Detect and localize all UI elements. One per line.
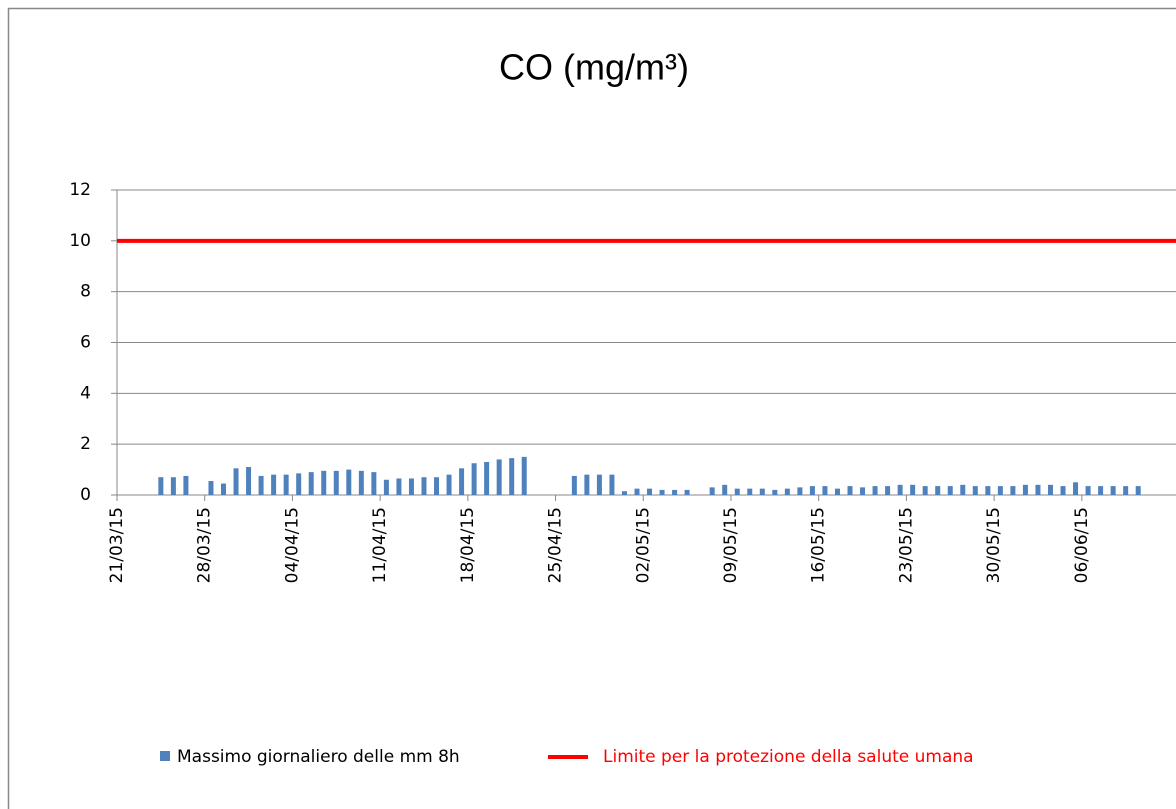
bar [584,474,590,495]
bar [709,487,715,495]
bar [459,468,465,495]
bar [1022,484,1028,495]
bar [1098,486,1104,495]
chart-title: CO (mg/m³) [499,47,689,88]
legend-label: Limite per la protezione della salute um… [603,747,974,767]
x-tick-label: 04/04/15 [282,507,302,583]
bar [183,475,189,495]
bar [296,473,302,495]
bar [233,468,239,495]
bar [910,484,916,495]
x-tick-label: 28/03/15 [195,507,215,583]
bar [484,461,490,495]
bar [997,486,1003,495]
bar [684,489,690,495]
x-tick-label: 06/06/15 [1072,507,1092,583]
y-tick-label: 6 [80,333,91,353]
bar [521,456,527,495]
bar [471,463,477,495]
bar [308,472,314,495]
chart-border [7,7,1176,809]
bar [396,478,402,495]
bar [922,486,928,495]
bar [784,488,790,495]
legend-label: Massimo giornaliero delle mm 8h [177,747,460,767]
x-tick-label: 16/05/15 [809,507,829,583]
bar [1010,486,1016,495]
bar [208,481,214,495]
y-tick-label: 12 [69,180,91,200]
bar [221,483,227,495]
bar [759,488,765,495]
bar [634,488,640,495]
bar [734,488,740,495]
bar [885,486,891,495]
bar [333,470,339,495]
bar [170,477,176,495]
bar [158,477,164,495]
y-tick-label: 4 [80,383,91,403]
bar [509,458,515,495]
x-tick-label: 18/04/15 [458,507,478,583]
bar [834,488,840,495]
bar [408,478,414,495]
bar [809,486,815,495]
bar [847,486,853,495]
bar [258,475,264,495]
bar [935,486,941,495]
bar [860,487,866,495]
bar [647,488,653,495]
x-tick-label: 23/05/15 [896,507,916,583]
bar [985,486,991,495]
y-tick-label: 0 [80,485,91,505]
x-tick-label: 02/05/15 [633,507,653,583]
legend-swatch [160,751,170,761]
bar [822,486,828,495]
bar [621,491,627,495]
bar [747,488,753,495]
bar [872,486,878,495]
bar [446,474,452,495]
bar [797,487,803,495]
bar [421,477,427,495]
bar [246,467,252,495]
bar [947,486,953,495]
bar [283,474,289,495]
bar [1135,486,1141,495]
bar [1123,486,1129,495]
y-tick-label: 2 [80,434,91,454]
bar [321,470,327,495]
x-tick-label: 11/04/15 [370,507,390,583]
bar [772,489,778,495]
bar [659,489,665,495]
bar [1035,484,1041,495]
x-tick-label: 30/05/15 [984,507,1004,583]
x-tick-label: 25/04/15 [546,507,566,583]
bar [434,477,440,495]
x-tick-label: 21/03/15 [107,507,127,583]
bar [371,472,377,495]
bar [1047,484,1053,495]
bar [358,470,364,495]
y-tick-label: 10 [69,231,91,251]
bar [383,479,389,495]
bar [571,475,577,495]
bar [271,474,277,495]
bar [722,484,728,495]
bar [1060,486,1066,495]
x-tick-label: 09/05/15 [721,507,741,583]
bar [346,469,352,495]
y-tick-label: 8 [80,282,91,302]
bar [596,474,602,495]
bar [609,474,615,495]
bar [1110,486,1116,495]
bar [1085,486,1091,495]
bar [897,484,903,495]
bar [672,489,678,495]
bar [972,486,978,495]
bar [1073,482,1079,495]
bar [960,484,966,495]
bar [496,459,502,495]
